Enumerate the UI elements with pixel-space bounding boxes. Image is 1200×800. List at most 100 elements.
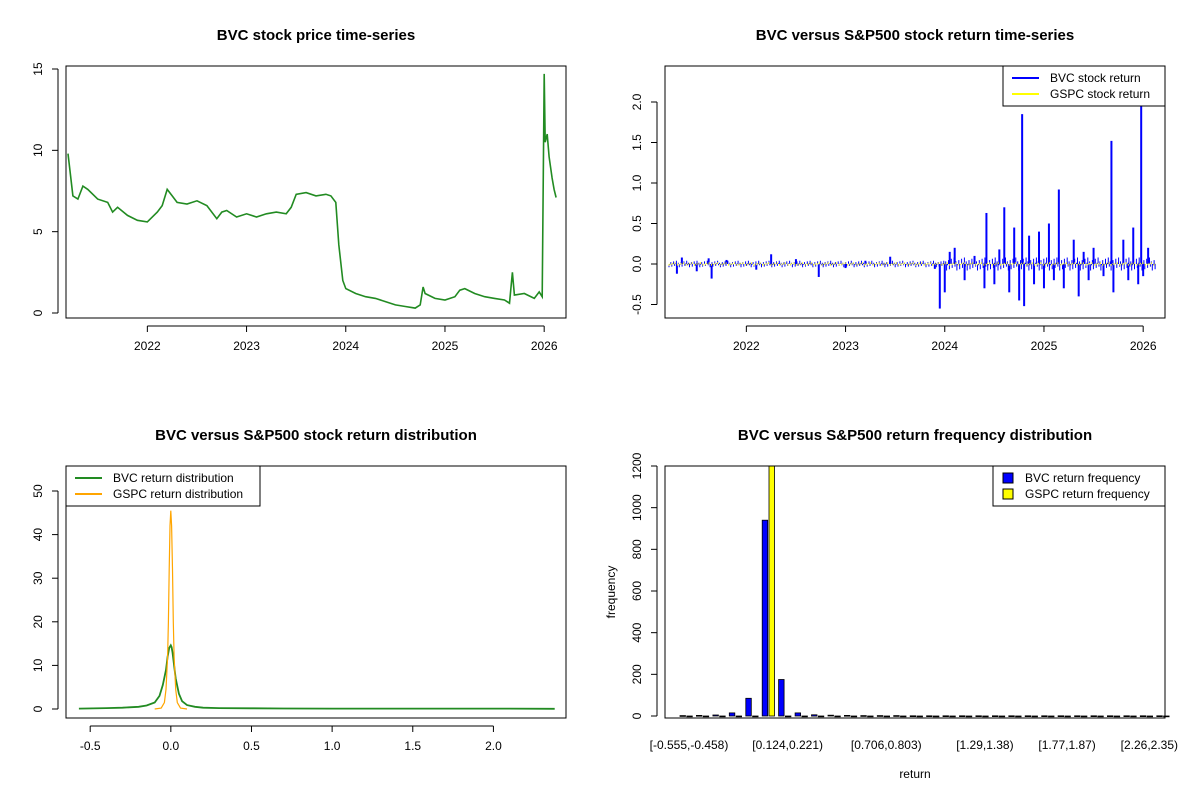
x-tick-label: 0.5 <box>243 739 260 753</box>
x-tick-label: 2026 <box>1130 339 1157 353</box>
legend-label: BVC stock return <box>1050 71 1141 85</box>
gspc-frequency-bar <box>933 715 940 718</box>
gspc-frequency-bar <box>965 715 973 718</box>
gspc-frequency-bar <box>883 715 890 718</box>
x-tick-label: -0.5 <box>80 739 101 753</box>
bvc-frequency-bar <box>712 714 719 717</box>
y-tick-label: 40 <box>31 528 45 542</box>
bvc-frequency-bar <box>761 519 769 717</box>
plot-frame <box>664 65 1166 319</box>
gspc-frequency-bar <box>702 715 710 718</box>
bvc-frequency-bar <box>1090 715 1097 717</box>
gspc-frequency-bar <box>719 715 726 718</box>
gspc-frequency-bar <box>1146 715 1153 718</box>
return-distribution-chart: BVC versus S&P500 stock return distribut… <box>31 427 567 753</box>
bvc-frequency-bar <box>696 715 703 717</box>
plot-title: BVC versus S&P500 stock return time-seri… <box>756 27 1074 44</box>
gspc-frequency-bar <box>949 715 956 718</box>
legend-box <box>1002 65 1166 107</box>
y-tick-label: -0.5 <box>630 294 644 315</box>
gspc-frequency-bar <box>1081 715 1088 718</box>
y-tick-label: 400 <box>630 622 644 642</box>
y-axis-title: frequency <box>604 566 618 619</box>
y-tick-label: 0 <box>31 309 45 316</box>
gspc-frequency-bar <box>768 465 775 717</box>
legend-swatch <box>1002 472 1014 484</box>
gspc-frequency-bar <box>982 715 989 718</box>
x-tick-label: 2022 <box>134 339 161 353</box>
x-tick-label: 1.5 <box>404 739 421 753</box>
x-tick-label: 1.0 <box>324 739 341 753</box>
y-tick-label: 5 <box>31 228 45 235</box>
x-category-label: [1.29,1.38) <box>956 738 1013 752</box>
bvc-frequency-bar <box>860 715 867 717</box>
bvc-frequency-bar <box>794 712 801 717</box>
bvc-frequency-bar <box>1057 715 1064 717</box>
y-tick-label: 10 <box>31 658 45 672</box>
x-category-label: [0.124,0.221) <box>752 738 823 752</box>
plot-frame <box>65 465 567 719</box>
bvc-frequency-bar <box>1123 715 1130 717</box>
bvc-frequency-bar <box>1008 715 1015 717</box>
x-tick-label: 2026 <box>531 339 558 353</box>
bvc-density-line <box>78 643 555 710</box>
x-tick-label: 2024 <box>332 339 359 353</box>
gspc-frequency-bar <box>916 715 923 718</box>
gspc-frequency-bar <box>867 715 874 718</box>
x-tick-label: 2022 <box>733 339 760 353</box>
x-category-label: [-0.555,-0.458) <box>650 738 729 752</box>
x-category-label: [1.77,1.87) <box>1038 738 1095 752</box>
bvc-price-line <box>67 73 557 309</box>
legend-label: BVC return frequency <box>1025 471 1140 485</box>
plot-title: BVC versus S&P500 stock return distribut… <box>155 427 477 444</box>
y-tick-label: 1.5 <box>630 134 644 151</box>
gspc-frequency-bar <box>1015 715 1022 718</box>
y-tick-label: 1000 <box>630 494 644 521</box>
gspc-frequency-bar <box>686 715 693 718</box>
gspc-frequency-bar <box>900 715 907 718</box>
y-tick-label: 200 <box>630 664 644 684</box>
gspc-frequency-bar <box>785 715 792 718</box>
legend-label: GSPC stock return <box>1050 87 1150 101</box>
bvc-frequency-bar <box>959 715 966 717</box>
bvc-frequency-bar <box>1107 715 1114 717</box>
return-frequency-chart: BVC versus S&P500 return frequency distr… <box>604 427 1178 781</box>
bvc-frequency-bar <box>926 715 933 717</box>
y-tick-label: 800 <box>630 539 644 559</box>
y-tick-label: 20 <box>31 615 45 629</box>
bvc-frequency-bar <box>827 714 834 717</box>
plot-frame <box>664 465 1166 719</box>
gspc-frequency-bar <box>1048 715 1055 718</box>
legend-box <box>65 465 261 507</box>
bvc-frequency-bar <box>811 714 818 717</box>
plot-title: BVC stock price time-series <box>217 27 415 44</box>
x-tick-label: 2.0 <box>485 739 502 753</box>
bvc-frequency-bar <box>1041 715 1048 717</box>
y-tick-label: 30 <box>31 571 45 585</box>
gspc-frequency-bar <box>1031 715 1038 718</box>
legend-label: BVC return distribution <box>113 471 234 485</box>
bvc-frequency-bar <box>1074 715 1081 717</box>
bvc-frequency-bar <box>1156 715 1163 717</box>
x-tick-label: 0.0 <box>162 739 179 753</box>
y-tick-label: 1.0 <box>630 174 644 191</box>
x-tick-label: 2024 <box>931 339 958 353</box>
y-tick-label: 600 <box>630 581 644 601</box>
gspc-frequency-bar <box>801 715 808 718</box>
bvc-frequency-bar <box>876 715 884 717</box>
gspc-frequency-bar <box>998 715 1006 718</box>
legend-box <box>992 465 1166 507</box>
bvc-frequency-bar <box>942 715 949 717</box>
x-category-label: [0.706,0.803) <box>851 738 922 752</box>
y-tick-label: 1200 <box>630 452 644 479</box>
y-tick-label: 10 <box>31 143 45 157</box>
gspc-frequency-bar <box>1130 715 1137 718</box>
gspc-density-line <box>154 510 188 710</box>
gspc-frequency-bar <box>1097 715 1104 718</box>
bvc-frequency-bar <box>745 697 752 717</box>
y-tick-label: 0.5 <box>630 215 644 232</box>
plot-title: BVC versus S&P500 return frequency distr… <box>738 427 1092 444</box>
gspc-frequency-bar <box>1163 715 1170 718</box>
gspc-frequency-bar <box>752 715 759 718</box>
